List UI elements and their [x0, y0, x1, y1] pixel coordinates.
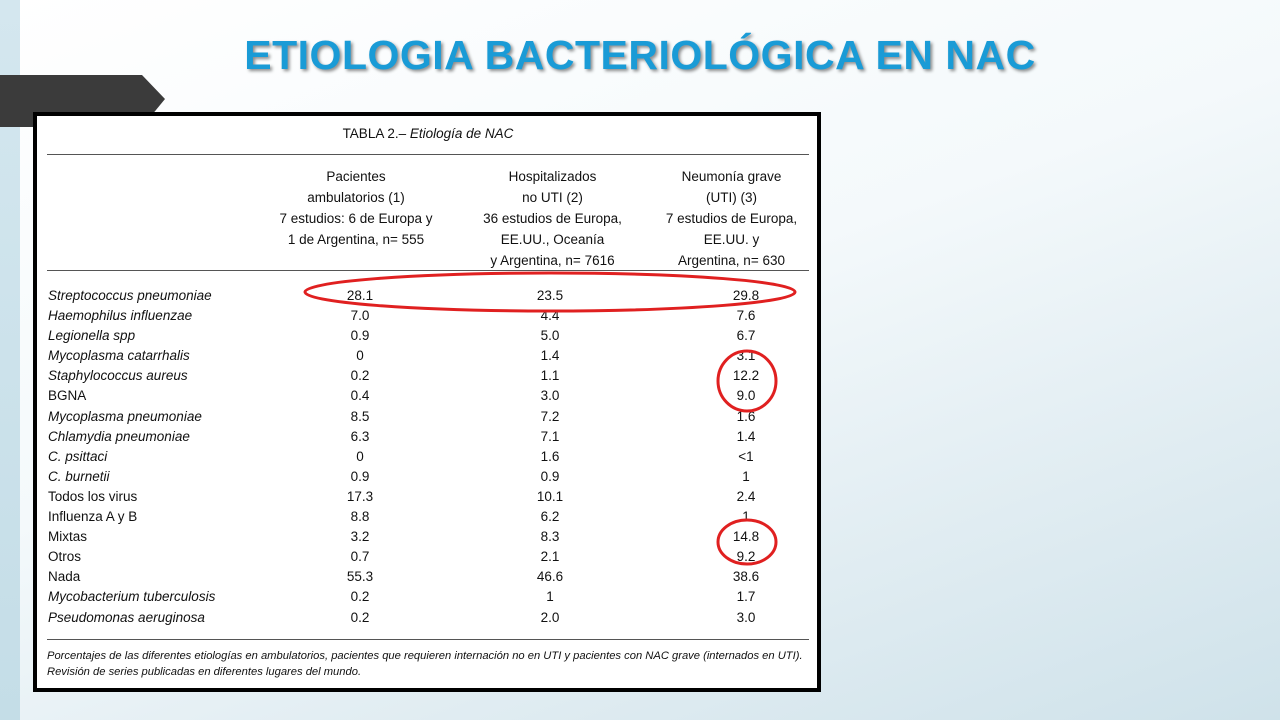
- column-header-neumonia-grave: Neumonía grave (UTI) (3) 7 estudios de E…: [665, 169, 798, 268]
- organism-name: C. burnetii: [48, 468, 110, 484]
- value-ambulatorios: 8.5: [350, 408, 370, 424]
- value-neumonia-grave: 1.4: [736, 428, 756, 444]
- value-neumonia-grave: 12.2: [732, 368, 760, 384]
- value-hospitalizados: 3.0: [540, 388, 560, 404]
- value-neumonia-grave: 1.6: [736, 408, 756, 424]
- value-neumonia-grave: 1: [742, 509, 750, 525]
- value-ambulatorios: 6.3: [350, 428, 370, 444]
- organism-name: Mycoplasma pneumoniae: [48, 408, 202, 424]
- organism-name: Nada: [48, 569, 81, 585]
- table-row: Legionella spp 0.9 5.0 6.7: [45, 326, 815, 346]
- table-row: C. psittaci 0 1.6 <1: [45, 447, 815, 467]
- value-neumonia-grave: 9.0: [736, 388, 756, 404]
- value-ambulatorios: 0.4: [350, 388, 370, 404]
- table-row: Mixtas 3.2 8.3 14.8: [45, 527, 815, 547]
- table-row: Otros 0.7 2.1 9.2: [45, 547, 815, 567]
- table-caption-prefix: TABLA 2.–: [342, 126, 410, 141]
- etiology-table: TABLA 2.– Etiología de NAC Pacientes amb…: [33, 112, 821, 692]
- value-hospitalizados: 4.4: [540, 308, 560, 324]
- table-rule: [47, 154, 809, 155]
- table-row: Mycobacterium tuberculosis 0.2 1 1.7: [45, 587, 815, 607]
- value-neumonia-grave: 9.2: [736, 549, 756, 565]
- value-neumonia-grave: 29.8: [732, 288, 760, 303]
- value-ambulatorios: 0.9: [350, 468, 370, 484]
- organism-name: Mixtas: [48, 529, 88, 545]
- organism-name: Otros: [48, 549, 82, 565]
- value-hospitalizados: 1.4: [540, 348, 560, 364]
- organism-name: Staphylococcus aureus: [48, 368, 188, 384]
- organism-name: C. psittaci: [48, 448, 108, 464]
- organism-name: Mycobacterium tuberculosis: [48, 589, 216, 605]
- organism-name: Mycoplasma catarrhalis: [48, 348, 190, 364]
- value-ambulatorios: 17.3: [346, 488, 374, 504]
- value-neumonia-grave: 2.4: [736, 488, 756, 504]
- value-hospitalizados: 7.1: [540, 428, 560, 444]
- value-neumonia-grave: 3.0: [736, 609, 756, 625]
- table-row: Chlamydia pneumoniae 6.3 7.1 1.4: [45, 427, 815, 447]
- organism-name: Haemophilus influenzae: [48, 308, 193, 324]
- value-hospitalizados: 7.2: [540, 408, 560, 424]
- organism-name: Legionella spp: [48, 328, 136, 344]
- table-footnote: Porcentajes de las diferentes etiologías…: [47, 650, 803, 678]
- value-hospitalizados: 1: [546, 589, 554, 605]
- value-neumonia-grave: 1: [742, 468, 750, 484]
- table-row: Pseudomonas aeruginosa 0.2 2.0 3.0: [45, 608, 815, 628]
- value-hospitalizados: 1.1: [540, 368, 560, 384]
- value-hospitalizados: 1.6: [540, 448, 560, 464]
- value-hospitalizados: 5.0: [540, 328, 560, 344]
- value-ambulatorios: 0: [356, 348, 364, 364]
- table-caption: TABLA 2.– Etiología de NAC: [41, 126, 815, 141]
- table-row: Haemophilus influenzae 7.0 4.4 7.6: [45, 306, 815, 326]
- organism-name: Influenza A y B: [48, 509, 138, 525]
- value-hospitalizados: 6.2: [540, 509, 560, 525]
- table-rule: [47, 270, 809, 271]
- value-ambulatorios: 0.2: [350, 368, 370, 384]
- value-ambulatorios: 28.1: [346, 288, 374, 303]
- value-hospitalizados: 10.1: [536, 488, 564, 504]
- background-stripe: [0, 0, 20, 720]
- value-ambulatorios: 55.3: [346, 569, 374, 585]
- value-ambulatorios: 0.9: [350, 328, 370, 344]
- value-hospitalizados: 8.3: [540, 529, 560, 545]
- table-row: BGNA 0.4 3.0 9.0: [45, 386, 815, 406]
- value-neumonia-grave: 3.1: [736, 348, 756, 364]
- value-hospitalizados: 46.6: [536, 569, 564, 585]
- table-row: Streptococcus pneumoniae 28.1 23.5 29.8: [45, 286, 815, 306]
- value-ambulatorios: 8.8: [350, 509, 370, 525]
- value-neumonia-grave: 1.7: [736, 589, 756, 605]
- table-caption-title: Etiología de NAC: [409, 126, 514, 141]
- value-hospitalizados: 23.5: [536, 288, 564, 303]
- value-ambulatorios: 0.2: [350, 609, 370, 625]
- value-ambulatorios: 0.7: [350, 549, 370, 565]
- value-neumonia-grave: 38.6: [732, 569, 760, 585]
- value-ambulatorios: 0: [356, 448, 364, 464]
- table-rule: [47, 639, 809, 640]
- slide-title: ETIOLOGIA BACTERIOLÓGICA EN NAC: [244, 32, 1036, 78]
- value-neumonia-grave: 6.7: [736, 328, 756, 344]
- column-header-hospitalizados: Hospitalizados no UTI (2) 36 estudios de…: [483, 169, 622, 268]
- value-hospitalizados: 2.0: [540, 609, 560, 625]
- table-row: Staphylococcus aureus 0.2 1.1 12.2: [45, 366, 815, 386]
- table-row: Influenza A y B 8.8 6.2 1: [45, 507, 815, 527]
- organism-name: BGNA: [48, 388, 87, 404]
- value-ambulatorios: 7.0: [350, 308, 370, 324]
- organism-name: Chlamydia pneumoniae: [48, 428, 190, 444]
- table-row: Nada 55.3 46.6 38.6: [45, 567, 815, 587]
- value-ambulatorios: 3.2: [350, 529, 370, 545]
- table-row: Mycoplasma pneumoniae 8.5 7.2 1.6: [45, 407, 815, 427]
- organism-name: Pseudomonas aeruginosa: [48, 609, 205, 625]
- table-row: Mycoplasma catarrhalis 0 1.4 3.1: [45, 346, 815, 366]
- column-header-ambulatorios: Pacientes ambulatorios (1) 7 estudios: 6…: [279, 169, 433, 247]
- value-ambulatorios: 0.2: [350, 589, 370, 605]
- value-neumonia-grave: 7.6: [736, 308, 756, 324]
- table-row: C. burnetii 0.9 0.9 1: [45, 467, 815, 487]
- value-neumonia-grave: 14.8: [732, 529, 760, 545]
- organism-name: Streptococcus pneumoniae: [48, 288, 212, 303]
- organism-name: Todos los virus: [48, 488, 138, 504]
- value-neumonia-grave: <1: [738, 448, 754, 464]
- table-row: Todos los virus 17.3 10.1 2.4: [45, 487, 815, 507]
- value-hospitalizados: 2.1: [540, 549, 560, 565]
- value-hospitalizados: 0.9: [540, 468, 560, 484]
- table-body: Streptococcus pneumoniae 28.1 23.5 29.8 Haem…: [45, 286, 815, 628]
